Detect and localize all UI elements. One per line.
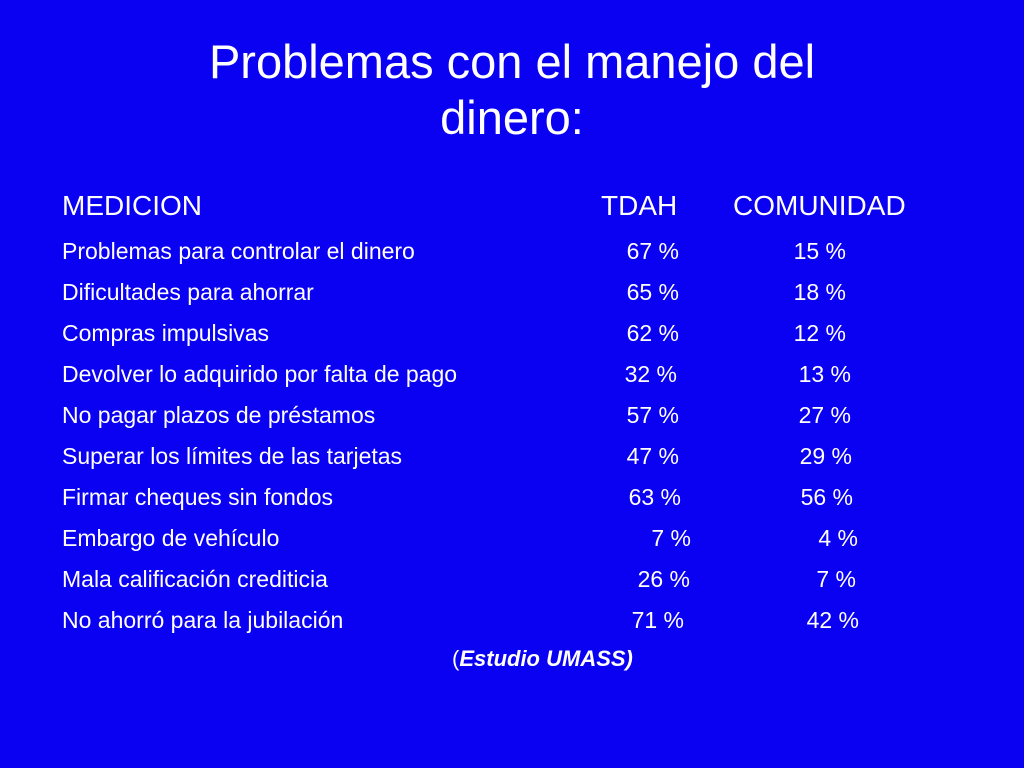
- table-row: Compras impulsivas 62 % 12 %: [0, 320, 1024, 352]
- row-comunidad-value: 56 %: [800, 484, 853, 510]
- row-comunidad-value: 12 %: [793, 320, 846, 346]
- row-measure: Firmar cheques sin fondos: [62, 484, 334, 510]
- table-row: No ahorró para la jubilación 71 % 42 %: [0, 607, 1024, 639]
- row-measure: Dificultades para ahorrar: [62, 279, 314, 305]
- row-comunidad-value: 4 %: [818, 525, 858, 551]
- slide-title: Problemas con el manejo del dinero:: [0, 34, 1024, 146]
- row-tdah-value: 47 %: [626, 443, 679, 469]
- title-line-1: Problemas con el manejo del: [208, 35, 816, 88]
- row-comunidad-value: 42 %: [806, 607, 859, 633]
- table-row: Firmar cheques sin fondos 63 % 56 %: [0, 484, 1024, 516]
- row-measure: Embargo de vehículo: [62, 525, 280, 551]
- row-tdah-value: 67 %: [626, 238, 679, 264]
- table-row: Mala calificación crediticia 26 % 7 %: [0, 566, 1024, 598]
- header-comunidad: COMUNIDAD: [733, 190, 906, 221]
- table-row: Dificultades para ahorrar 65 % 18 %: [0, 279, 1024, 311]
- table-header: MEDICION TDAH COMUNIDAD: [0, 190, 1024, 222]
- row-tdah-value: 7 %: [651, 525, 691, 551]
- row-comunidad-value: 18 %: [793, 279, 846, 305]
- title-line-2: dinero:: [440, 91, 584, 144]
- row-tdah-value: 26 %: [637, 566, 690, 592]
- row-tdah-value: 57 %: [626, 402, 679, 428]
- row-comunidad-value: 15 %: [793, 238, 846, 264]
- source-open-paren: (: [452, 646, 460, 671]
- row-measure: No pagar plazos de préstamos: [62, 402, 376, 428]
- row-comunidad-value: 7 %: [816, 566, 856, 592]
- source-citation: (Estudio UMASS): [452, 646, 633, 672]
- header-medicion: MEDICION: [62, 190, 202, 221]
- row-measure: Devolver lo adquirido por falta de pago: [62, 361, 458, 387]
- row-tdah-value: 32 %: [624, 361, 677, 387]
- table-row: Embargo de vehículo 7 % 4 %: [0, 525, 1024, 557]
- row-measure: Compras impulsivas: [62, 320, 270, 346]
- row-tdah-value: 62 %: [626, 320, 679, 346]
- row-measure: Problemas para controlar el dinero: [62, 238, 415, 264]
- row-tdah-value: 63 %: [628, 484, 681, 510]
- row-measure: No ahorró para la jubilación: [62, 607, 344, 633]
- header-tdah: TDAH: [601, 190, 678, 221]
- table-row: Superar los límites de las tarjetas 47 % 2…: [0, 443, 1024, 475]
- row-tdah-value: 71 %: [631, 607, 684, 633]
- row-measure: Superar los límites de las tarjetas: [62, 443, 403, 469]
- row-tdah-value: 65 %: [626, 279, 679, 305]
- row-comunidad-value: 27 %: [798, 402, 851, 428]
- table-row: No pagar plazos de préstamos 57 % 27 %: [0, 402, 1024, 434]
- row-measure: Mala calificación crediticia: [62, 566, 328, 592]
- row-comunidad-value: 13 %: [798, 361, 851, 387]
- row-comunidad-value: 29 %: [799, 443, 852, 469]
- source-text: Estudio UMASS): [459, 646, 633, 671]
- table-row: Devolver lo adquirido por falta de pago 3…: [0, 361, 1024, 393]
- table-row: Problemas para controlar el dinero 67 % 15…: [0, 238, 1024, 270]
